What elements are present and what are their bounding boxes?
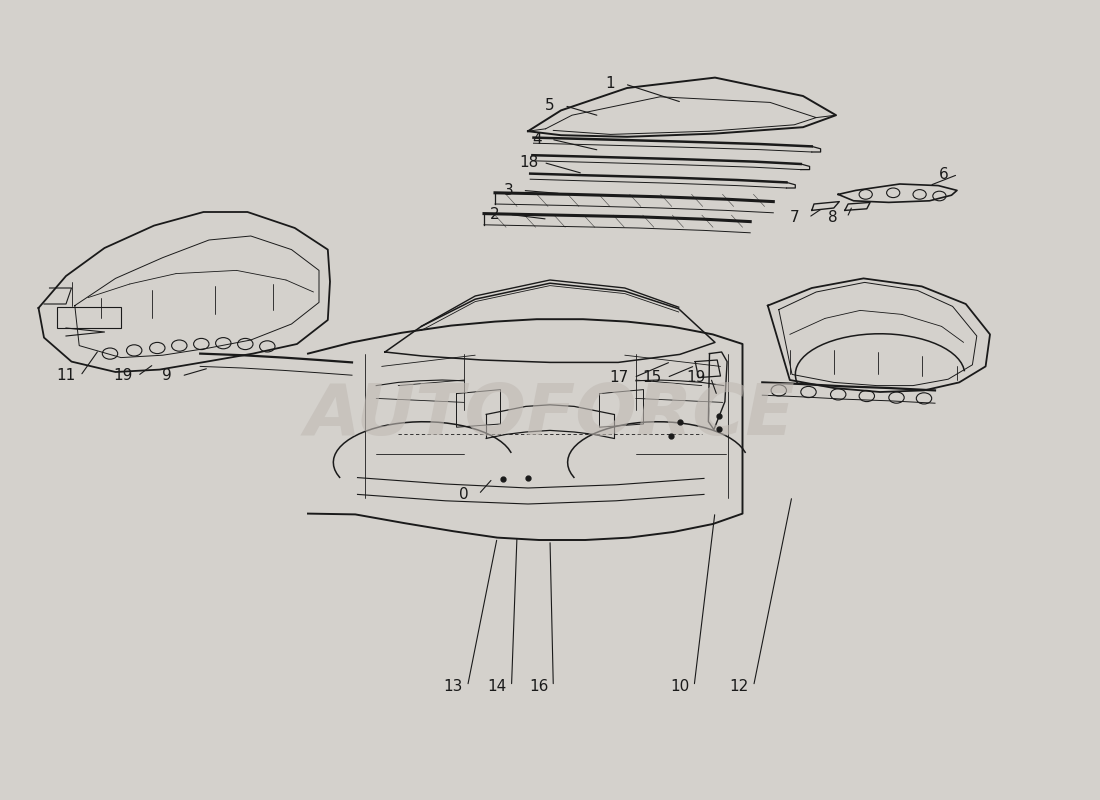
Text: 19: 19 bbox=[113, 369, 133, 383]
Text: 4: 4 bbox=[532, 132, 541, 146]
Text: 6: 6 bbox=[939, 167, 948, 182]
Text: 3: 3 bbox=[504, 183, 513, 198]
Text: 11: 11 bbox=[56, 369, 76, 383]
Text: 12: 12 bbox=[729, 679, 749, 694]
Text: 2: 2 bbox=[491, 207, 499, 222]
Text: 17: 17 bbox=[609, 370, 629, 385]
Text: 14: 14 bbox=[487, 679, 507, 694]
Text: 9: 9 bbox=[163, 369, 172, 383]
Text: 16: 16 bbox=[529, 679, 549, 694]
Bar bbox=[57, 307, 121, 328]
Text: AUTOFORCE: AUTOFORCE bbox=[305, 382, 795, 450]
Text: 8: 8 bbox=[828, 210, 837, 225]
Text: 10: 10 bbox=[670, 679, 690, 694]
Text: 7: 7 bbox=[790, 210, 799, 225]
Text: 0: 0 bbox=[460, 487, 469, 502]
Text: 15: 15 bbox=[642, 370, 662, 385]
Text: 5: 5 bbox=[546, 98, 554, 113]
Text: 19: 19 bbox=[686, 370, 706, 385]
Text: 18: 18 bbox=[519, 155, 539, 170]
Text: 13: 13 bbox=[443, 679, 463, 694]
Text: 1: 1 bbox=[606, 77, 615, 91]
